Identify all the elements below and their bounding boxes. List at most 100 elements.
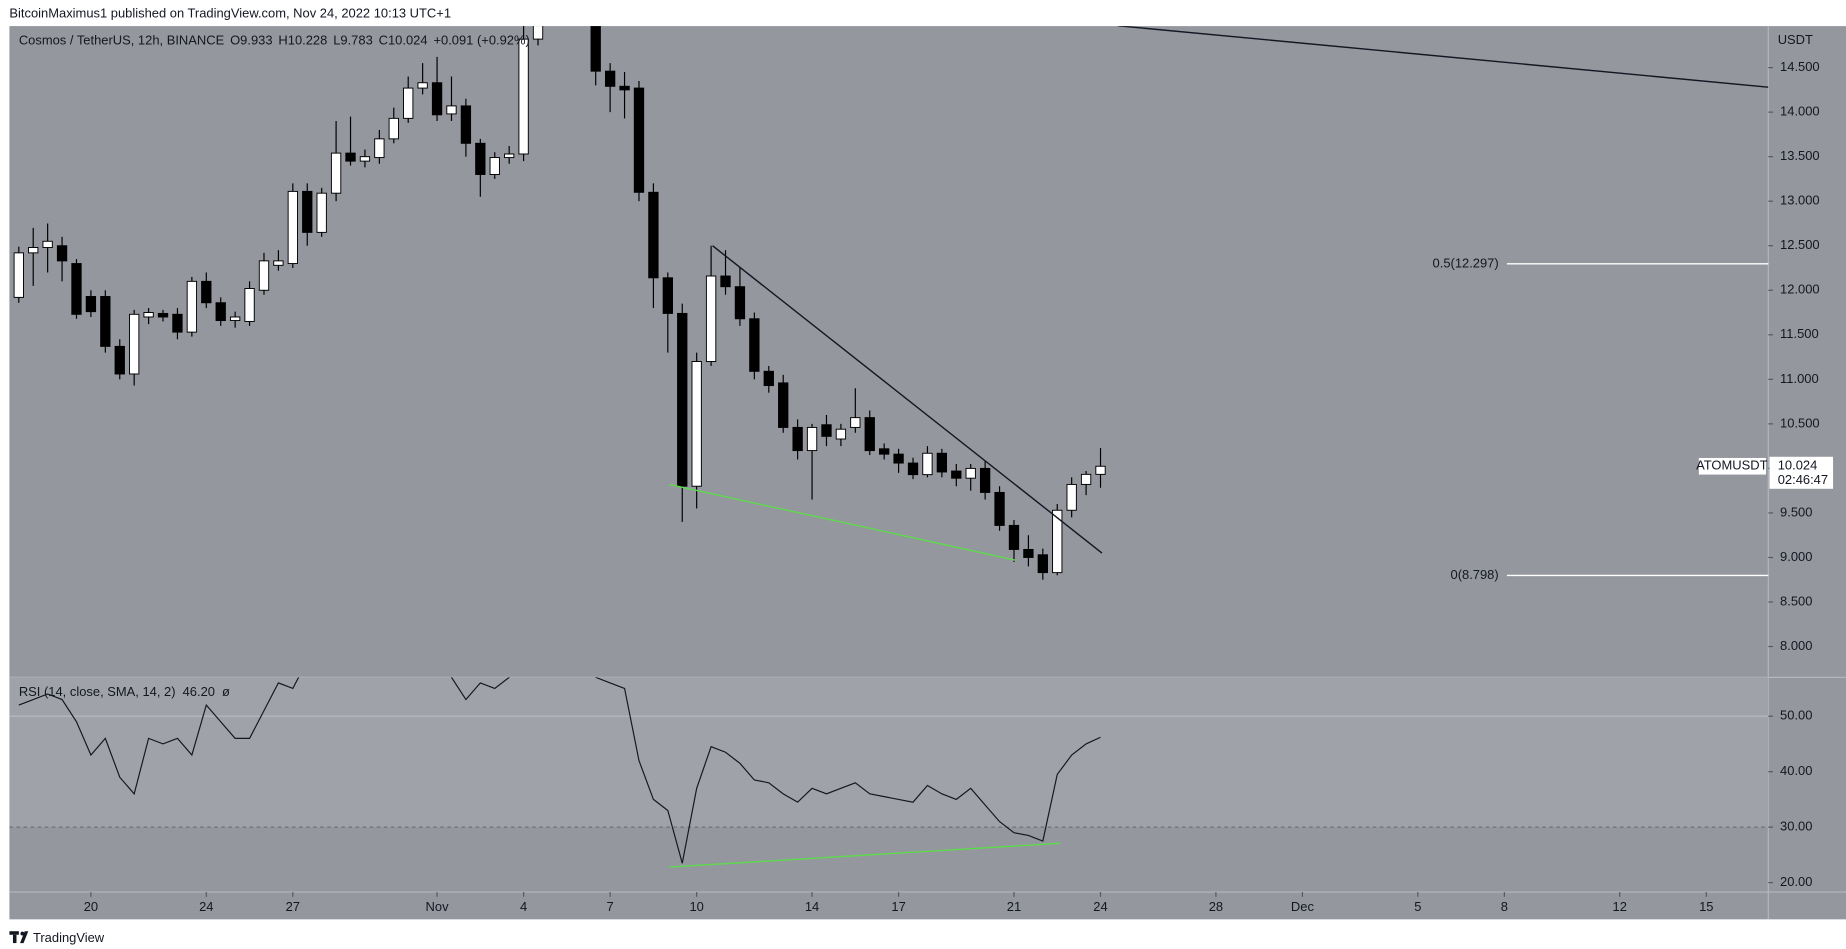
candle-body	[619, 85, 630, 91]
rsi-line	[18, 677, 1101, 864]
legend: Cosmos / TetherUS, 12h, BINANCE O9.933 H10…	[19, 33, 530, 48]
y-tick-label: 10.500	[1780, 415, 1820, 430]
symbol-label: ATOMUSDT	[1696, 458, 1767, 473]
candle-body	[157, 312, 169, 318]
candle-body	[143, 312, 154, 318]
fib-label: 0(8.798)	[1451, 567, 1499, 582]
candle-body	[677, 312, 688, 487]
y-tick-label: 8.000	[1780, 638, 1812, 653]
candle-body	[965, 467, 976, 479]
candle-body	[345, 152, 356, 162]
candle-body	[821, 424, 832, 437]
candle-body	[42, 240, 53, 248]
candle-body	[763, 370, 774, 387]
candle-body	[374, 138, 385, 159]
candle-body	[778, 382, 789, 428]
candle-body	[994, 491, 1005, 526]
x-tick-label: 10	[689, 899, 703, 914]
candle-body	[330, 152, 342, 194]
candle-body	[850, 417, 861, 428]
candle-body	[504, 153, 515, 159]
legend-value: +0.091 (+0.92%)	[433, 33, 529, 48]
y-tick-label: 8.500	[1780, 593, 1812, 608]
candle-body	[215, 302, 226, 322]
x-tick-label: 5	[1414, 899, 1421, 914]
candle-body	[1008, 524, 1020, 550]
x-tick-label: 4	[520, 899, 527, 914]
candle-body	[56, 245, 68, 262]
x-tick-label: 8	[1501, 899, 1508, 914]
y-tick-label: 40.00	[1780, 763, 1812, 778]
candle-body	[201, 280, 212, 304]
candle-body	[302, 190, 313, 233]
y-tick-label: 13.000	[1780, 193, 1820, 208]
y-tick-label: 20.00	[1780, 874, 1812, 889]
rsi-title: RSI (14, close, SMA, 14, 2)	[19, 684, 176, 699]
candle-body	[835, 428, 847, 440]
y-tick-label: 12.000	[1780, 282, 1820, 297]
candle-body	[403, 87, 414, 119]
x-tick-label: 24	[199, 899, 213, 914]
rsi-pane	[9, 677, 1769, 868]
candle-body	[806, 426, 818, 452]
candle-body	[1095, 465, 1106, 475]
legend-value: L9.783	[333, 33, 373, 48]
y-tick-label: 50.00	[1780, 708, 1812, 723]
candle-body	[475, 142, 486, 175]
trend-line	[712, 245, 1103, 554]
symbol-title: Cosmos / TetherUS, 12h, BINANCE	[19, 33, 225, 48]
candle-body	[258, 260, 270, 291]
candle-body	[1023, 548, 1034, 558]
candle-body	[691, 361, 702, 487]
legend-value: H10.228	[278, 33, 327, 48]
candle-body	[1080, 473, 1092, 485]
candle-body	[489, 157, 500, 175]
plot-layer: 0.5(12.297) 0(8.798) 8.000 8.500 9.000 9.500 1…	[9, 26, 1834, 914]
x-tick-label: Dec	[1291, 899, 1315, 914]
candle-body	[85, 296, 97, 313]
price-box	[1769, 456, 1834, 489]
price-pane	[13, 26, 1769, 580]
candle-body	[71, 263, 82, 315]
candle-body	[792, 426, 803, 452]
candle-body	[417, 82, 428, 89]
candle-body	[705, 275, 717, 362]
x-tick-label: 7	[607, 899, 614, 914]
trend-line	[669, 842, 1061, 868]
candle-body	[532, 26, 544, 40]
rsi-mark: ø	[222, 684, 230, 699]
x-tick-label: 21	[1007, 899, 1021, 914]
fib-label: 0.5(12.297)	[1433, 255, 1499, 270]
candle-body	[388, 117, 399, 140]
trend-line	[1117, 26, 1769, 88]
y-tick-label: 30.00	[1780, 819, 1812, 834]
x-tick-label: Nov	[426, 899, 450, 914]
candle-body	[431, 82, 443, 116]
x-tick-label: 14	[805, 899, 819, 914]
candle-body	[129, 313, 140, 375]
candle-body	[1052, 509, 1063, 574]
rsi-band	[9, 677, 1769, 828]
y-tick-label: 9.000	[1780, 549, 1812, 564]
countdown: 02:46:47	[1778, 472, 1828, 487]
candle-body	[316, 192, 327, 233]
candle-body	[1066, 483, 1077, 511]
y-tick-label: 13.500	[1780, 148, 1820, 163]
legend-value: O9.933	[230, 33, 272, 48]
candle-body	[979, 467, 991, 493]
x-tick-label: 12	[1613, 899, 1627, 914]
x-tick-label: 20	[84, 899, 98, 914]
legend-value: C10.024	[379, 33, 428, 48]
candle-body	[879, 448, 890, 455]
candle-body	[100, 296, 111, 347]
candle-body	[907, 462, 919, 476]
candle-body	[734, 286, 746, 320]
y-tick-label: 14.500	[1780, 59, 1820, 74]
candle-body	[864, 417, 875, 452]
candle-body	[951, 470, 962, 479]
y-tick-label: 11.000	[1780, 371, 1819, 386]
y-tick-label: 9.500	[1780, 504, 1812, 519]
trend-line	[669, 483, 1016, 561]
